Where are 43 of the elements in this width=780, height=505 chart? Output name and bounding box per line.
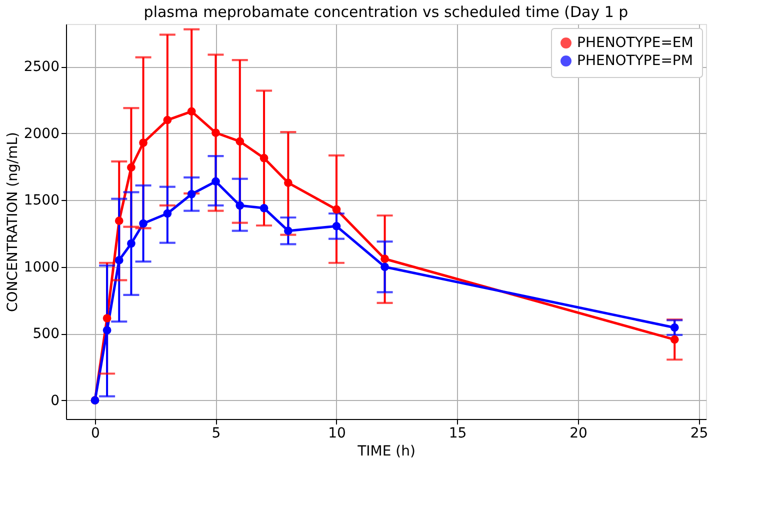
point — [163, 209, 172, 218]
point — [670, 335, 679, 344]
y-tick-label: 500 — [32, 326, 60, 342]
x-tick-label: 5 — [212, 426, 221, 442]
chart-title: plasma meprobamate concentration vs scheduled time (Day 1 p — [144, 3, 628, 21]
point — [284, 178, 292, 187]
point — [380, 254, 389, 264]
y-tick-label: 0 — [50, 392, 60, 409]
point — [380, 262, 389, 272]
y-tick-label: 2500 — [24, 59, 60, 76]
point — [127, 239, 136, 248]
point — [212, 177, 220, 186]
point — [212, 128, 220, 137]
point — [139, 219, 148, 228]
point — [236, 137, 244, 146]
point — [102, 326, 112, 334]
point — [187, 107, 196, 116]
point — [102, 314, 112, 322]
point — [260, 154, 268, 162]
point — [114, 216, 124, 226]
y-tick-label: 1500 — [24, 192, 60, 209]
point — [670, 323, 679, 332]
point — [284, 226, 292, 236]
point — [332, 222, 341, 230]
x-tick-label: 20 — [570, 426, 588, 442]
y-tick-label: 1000 — [24, 259, 60, 276]
point — [114, 256, 124, 264]
x-tick-label: 15 — [448, 426, 467, 442]
point — [139, 138, 148, 147]
y-tick-label: 2000 — [24, 126, 60, 142]
legend-label: PHENOTYPE=EM — [577, 35, 694, 51]
point — [163, 116, 172, 124]
y-axis-title: CONCENTRATION (ng/mL) — [4, 132, 21, 312]
legend-label: PHENOTYPE=PM — [577, 53, 693, 69]
x-tick-label: 25 — [690, 426, 708, 442]
x-tick-label: 0 — [91, 426, 100, 442]
x-axis-title: TIME (h) — [356, 444, 416, 460]
x-tick-label: 10 — [328, 426, 346, 442]
point — [236, 201, 244, 210]
point — [127, 163, 136, 172]
point — [260, 204, 268, 212]
point — [332, 205, 341, 214]
point — [187, 190, 196, 198]
